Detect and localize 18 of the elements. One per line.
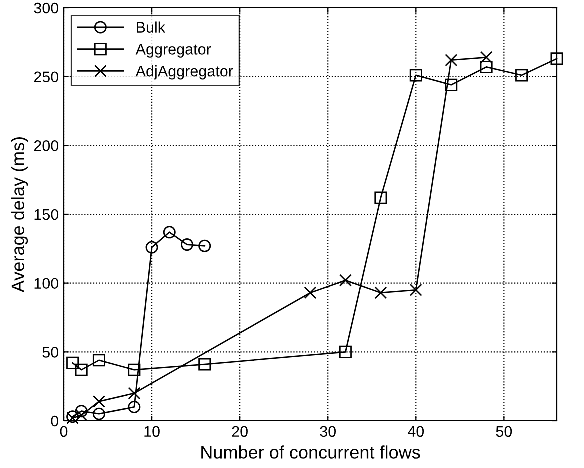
x-axis-title: Number of concurrent flows [202,446,420,459]
legend-label: Bulk [137,22,166,33]
y-tick-label: 50 [42,347,59,358]
x-tick-label: 20 [232,426,248,438]
x-tick-label: 30 [320,426,336,438]
y-tick-label: 250 [34,72,59,83]
y-tick-label: 300 [34,2,59,14]
y-tick-label: 0 [51,416,59,427]
x-tick-label: 0 [60,426,68,438]
x-tick-label: 50 [496,426,512,438]
y-axis-title: Average delay (ms) [11,138,28,293]
legend-label: AdjAggregator [136,66,234,80]
x-tick-label: 40 [408,426,424,438]
y-tick-label: 100 [34,278,59,290]
x-tick-label: 10 [144,426,160,438]
y-tick-label: 200 [34,140,59,152]
legend-label: Aggregator [136,44,212,58]
y-tick-label: 150 [34,209,59,220]
